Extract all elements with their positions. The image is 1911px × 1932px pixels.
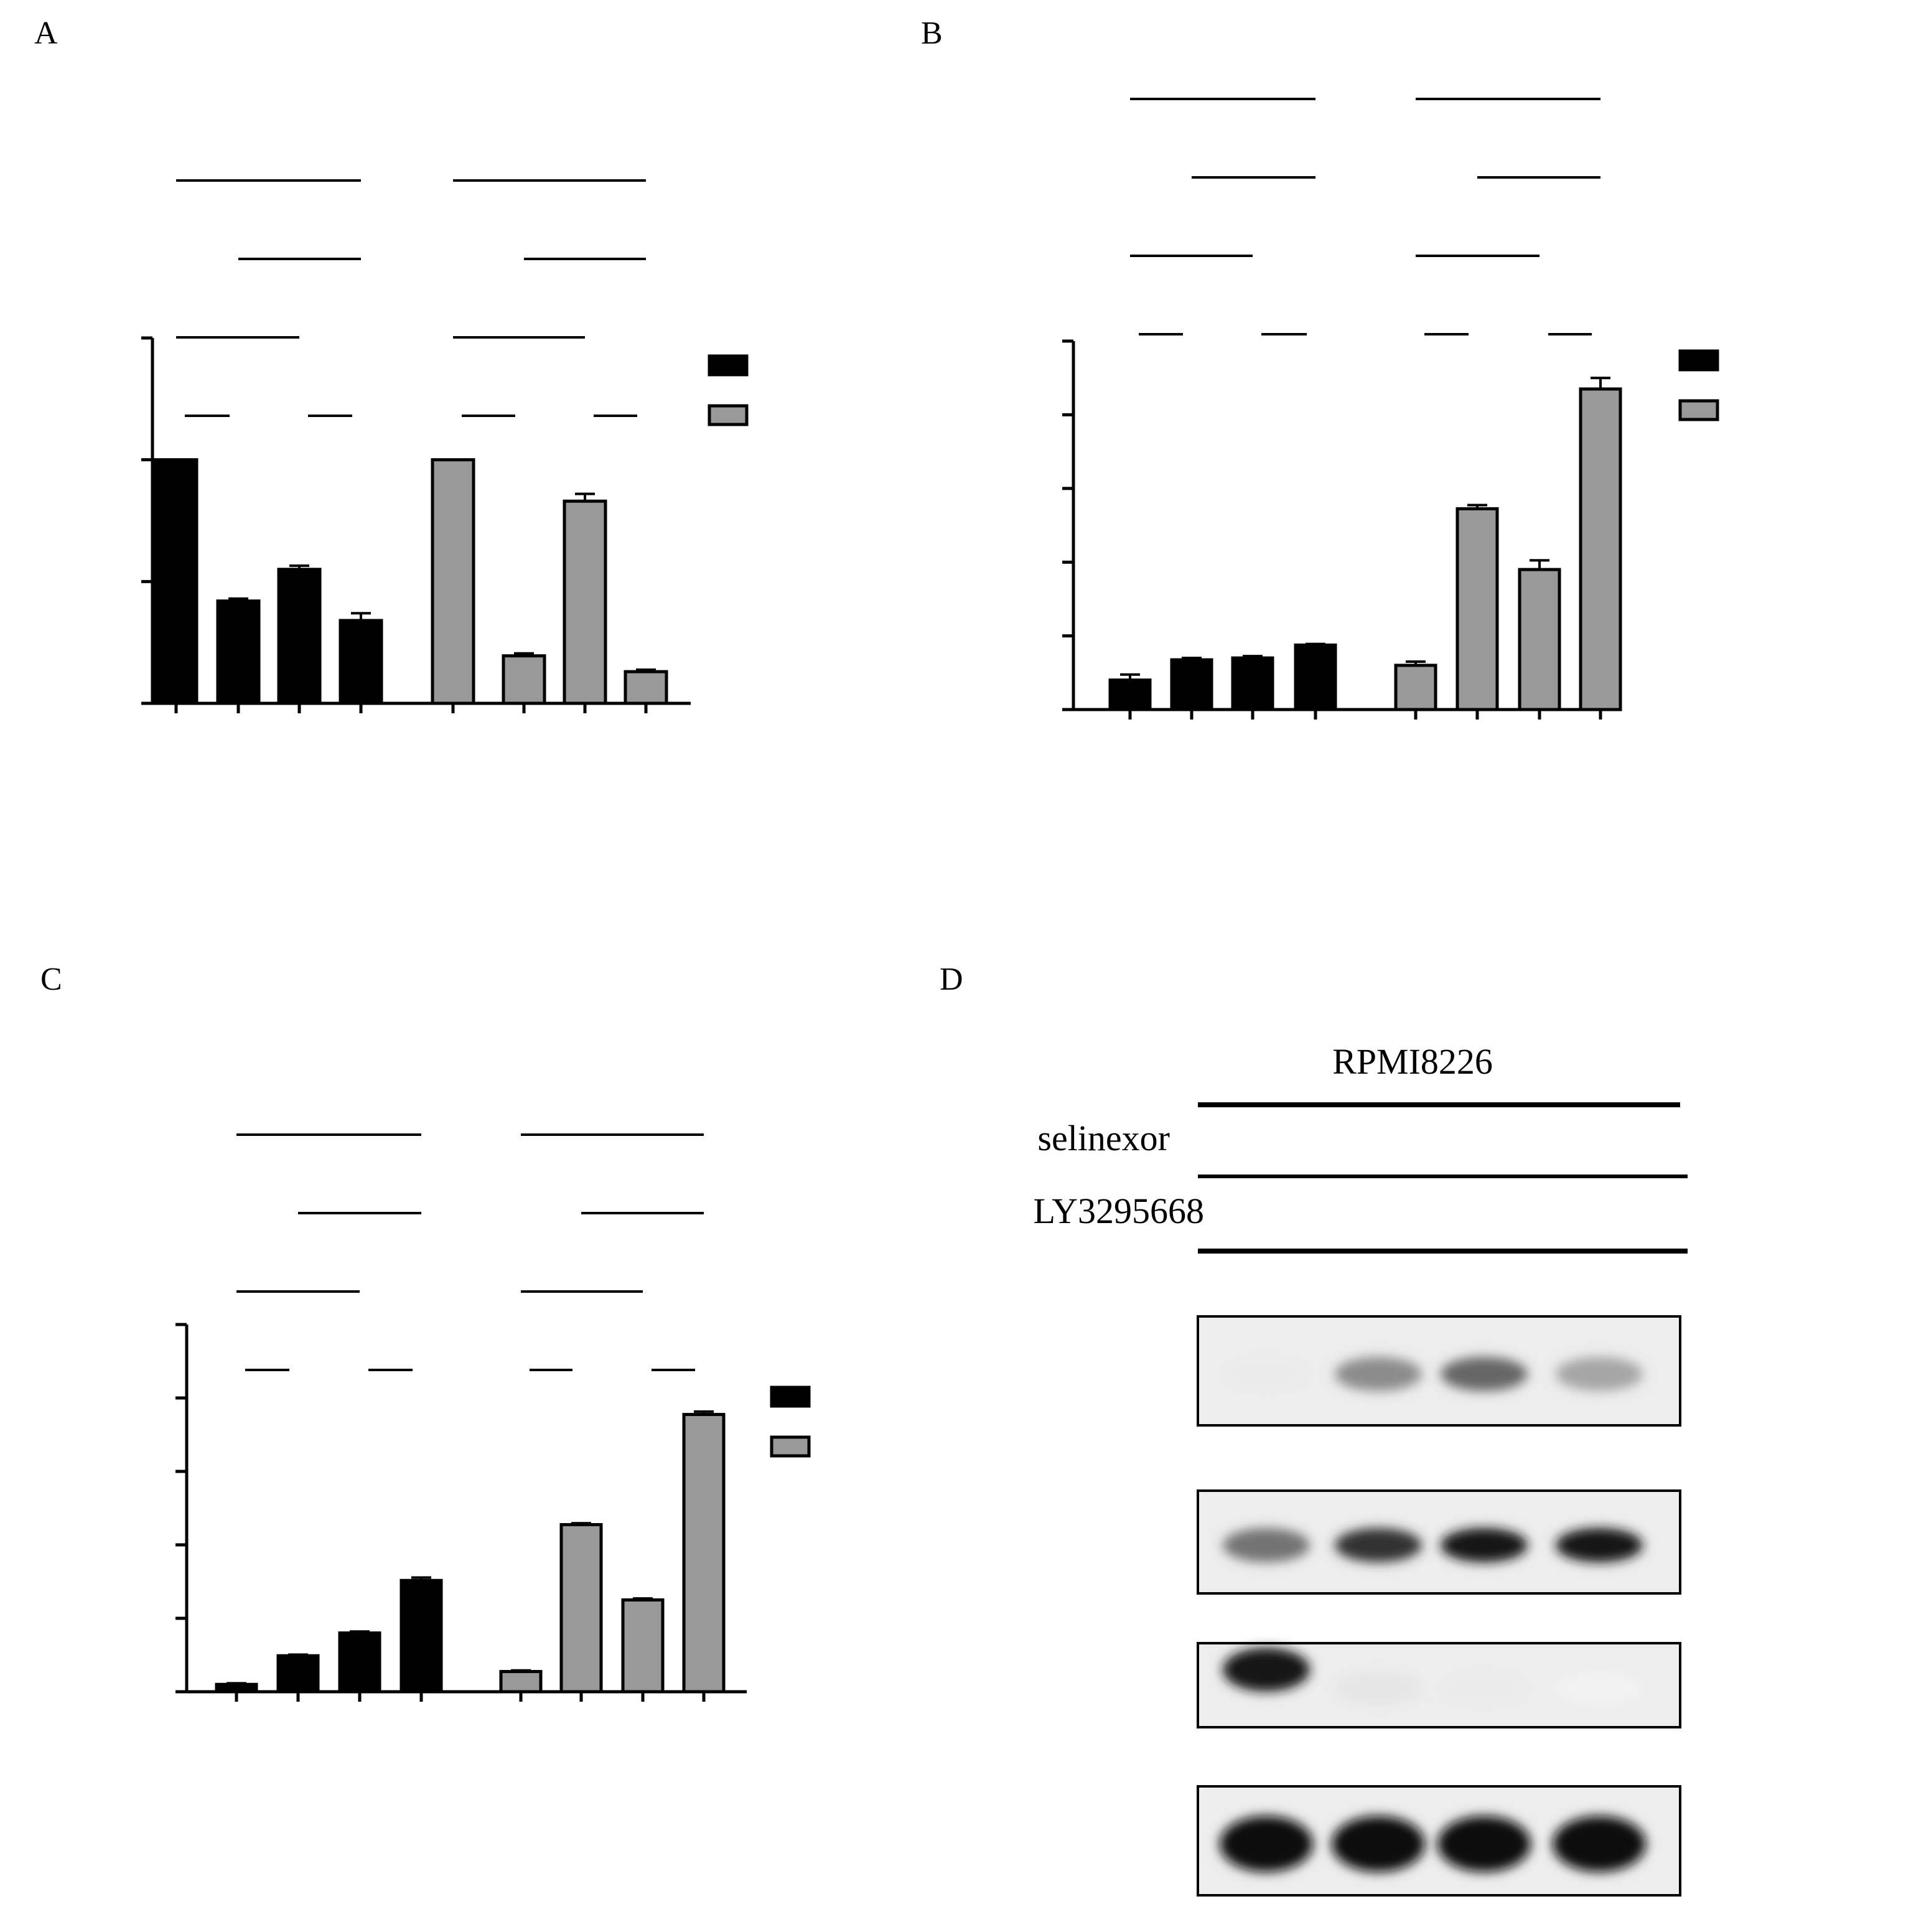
panel-label-c: C <box>40 962 62 997</box>
protein-band <box>1441 1671 1528 1705</box>
legend-swatch <box>708 404 749 426</box>
protein-band <box>1437 1816 1531 1872</box>
bar <box>154 458 199 705</box>
bar <box>1579 387 1622 711</box>
bar <box>1394 664 1437 711</box>
protein-band <box>1223 1528 1310 1562</box>
protein-band <box>1556 1528 1643 1562</box>
protein-band <box>1223 1648 1310 1692</box>
legend-swatch <box>1678 399 1719 421</box>
treatment-label-ly3295668: LY3295668 <box>1033 1191 1204 1231</box>
legend-swatch <box>770 1435 811 1458</box>
bar <box>399 1578 443 1694</box>
chart-panel-c <box>175 1133 811 1702</box>
protein-band <box>1556 1671 1643 1705</box>
protein-band <box>1332 1816 1425 1872</box>
bar <box>215 1682 258 1694</box>
protein-band <box>1441 1357 1528 1391</box>
bar <box>1108 678 1152 711</box>
panel-label-a: A <box>34 16 58 51</box>
bar <box>216 599 261 705</box>
chart-panel-a <box>141 179 749 713</box>
western-blot-panel: RPMI8226 selinexor LY3295668 <box>1033 1041 1688 1897</box>
protein-band <box>1335 1671 1422 1705</box>
bar <box>339 619 383 705</box>
protein-band <box>1335 1357 1422 1391</box>
bar <box>621 1598 665 1694</box>
bar <box>1294 643 1337 711</box>
bar <box>499 1670 543 1694</box>
protein-band <box>1223 1357 1310 1391</box>
legend-swatch <box>708 354 749 377</box>
panel-label-d: D <box>940 962 963 997</box>
protein-band <box>1220 1816 1313 1872</box>
bar <box>338 1631 381 1694</box>
bar <box>563 499 607 705</box>
bar <box>1518 568 1561 711</box>
protein-band <box>1441 1528 1528 1562</box>
bar <box>682 1413 726 1694</box>
bar <box>1170 658 1213 711</box>
protein-band <box>1335 1528 1422 1562</box>
legend-swatch <box>1678 349 1719 372</box>
bar <box>502 654 546 705</box>
blot-cell-line: RPMI8226 <box>1332 1041 1493 1082</box>
protein-band <box>1556 1357 1643 1391</box>
legend-swatch <box>770 1386 811 1408</box>
bar <box>431 458 475 705</box>
bar <box>277 568 322 705</box>
bar <box>276 1654 320 1694</box>
chart-panel-b <box>1062 98 1719 720</box>
bar <box>559 1523 603 1694</box>
bar <box>624 670 668 705</box>
bar <box>1231 656 1274 711</box>
panel-label-b: B <box>921 16 943 51</box>
protein-band <box>1553 1816 1646 1872</box>
bar <box>1455 507 1499 711</box>
treatment-label-selinexor: selinexor <box>1037 1118 1170 1158</box>
